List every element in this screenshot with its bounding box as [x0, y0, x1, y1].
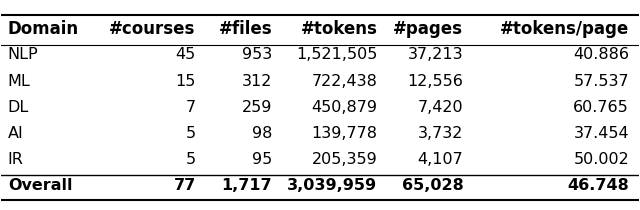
Text: 98: 98	[252, 126, 272, 141]
Text: 953: 953	[242, 47, 272, 62]
Text: 45: 45	[175, 47, 196, 62]
Text: 7: 7	[186, 100, 196, 115]
Text: DL: DL	[8, 100, 29, 115]
Text: 40.886: 40.886	[573, 47, 629, 62]
Text: Overall: Overall	[8, 178, 72, 193]
Text: 139,778: 139,778	[311, 126, 378, 141]
Text: 46.748: 46.748	[567, 178, 629, 193]
Text: #courses: #courses	[109, 20, 196, 38]
Text: 95: 95	[252, 152, 272, 167]
Text: ML: ML	[8, 74, 31, 89]
Text: NLP: NLP	[8, 47, 38, 62]
Text: 37.454: 37.454	[573, 126, 629, 141]
Text: 259: 259	[242, 100, 272, 115]
Text: 12,556: 12,556	[408, 74, 463, 89]
Text: #pages: #pages	[394, 20, 463, 38]
Text: 7,420: 7,420	[418, 100, 463, 115]
Text: 3,039,959: 3,039,959	[287, 178, 378, 193]
Text: Domain: Domain	[8, 20, 79, 38]
Text: 15: 15	[175, 74, 196, 89]
Text: 450,879: 450,879	[311, 100, 378, 115]
Text: 1,521,505: 1,521,505	[296, 47, 378, 62]
Text: #tokens: #tokens	[300, 20, 378, 38]
Text: #files: #files	[219, 20, 272, 38]
Text: 5: 5	[186, 152, 196, 167]
Text: 4,107: 4,107	[418, 152, 463, 167]
Text: 312: 312	[242, 74, 272, 89]
Text: 5: 5	[186, 126, 196, 141]
Text: 205,359: 205,359	[312, 152, 378, 167]
Text: #tokens/page: #tokens/page	[500, 20, 629, 38]
Text: 3,732: 3,732	[418, 126, 463, 141]
Text: 1,717: 1,717	[221, 178, 272, 193]
Text: 60.765: 60.765	[573, 100, 629, 115]
Text: 77: 77	[173, 178, 196, 193]
Text: AI: AI	[8, 126, 24, 141]
Text: IR: IR	[8, 152, 24, 167]
Text: 37,213: 37,213	[408, 47, 463, 62]
Text: 65,028: 65,028	[402, 178, 463, 193]
Text: 722,438: 722,438	[312, 74, 378, 89]
Text: 57.537: 57.537	[573, 74, 629, 89]
Text: 50.002: 50.002	[573, 152, 629, 167]
